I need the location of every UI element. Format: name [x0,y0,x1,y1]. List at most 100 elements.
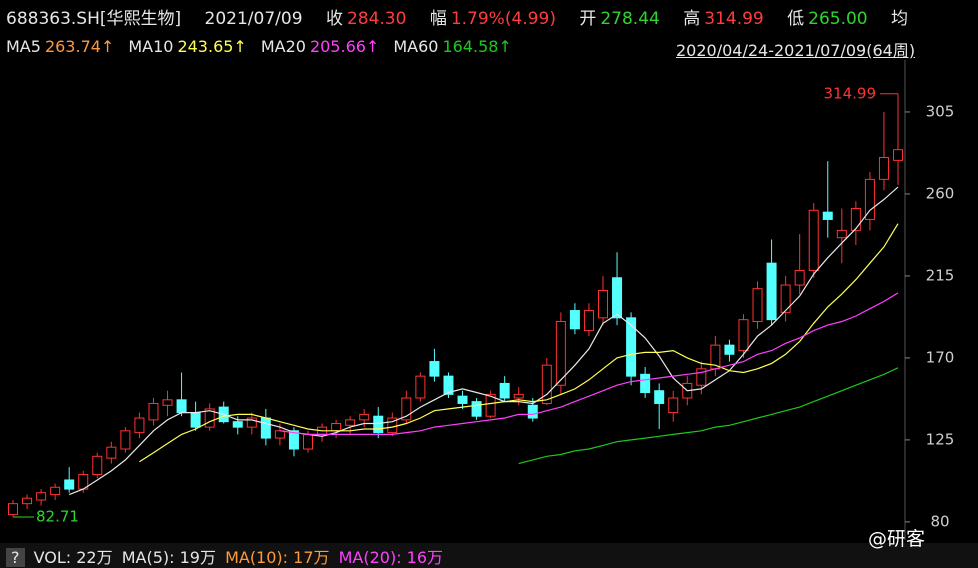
candle-body [429,361,440,377]
label: 幅 [429,9,447,29]
candle-body [569,310,580,330]
ma-value: 164.58↑ [442,37,512,56]
open: 278.44 [600,9,660,29]
candle-body [654,390,665,404]
label: 收 [325,9,343,29]
y-tick-label: 215 [926,266,955,284]
vol-ma: MA(5): 19万 [121,548,216,567]
watermark: @研客 [868,528,926,550]
volume-bar: ? VOL: 22万 MA(5): 19万 MA(10): 17万 MA(20)… [0,543,978,568]
close: 284.30 [346,9,407,29]
vol-ma: MA(10): 17万 [225,548,330,567]
ma-value: 243.65↑ [177,37,247,56]
candle-body [162,399,173,406]
candle-body [106,446,117,459]
candle-body [246,417,257,428]
candle-body [893,149,903,161]
candle-body [260,417,271,439]
candle-body [864,178,875,220]
date-range[interactable]: 2020/04/24-2021/07/09(64周) [676,41,916,60]
candle-body [527,404,538,419]
label: 开 [579,9,597,29]
candle-body [752,288,763,322]
candle-body [850,208,861,231]
code: 688363.SH[华熙生物] [6,9,182,29]
ma-line [68,186,899,496]
ma-name: MA10 [128,37,174,56]
candle-body [176,399,187,414]
candle-body [120,430,131,450]
candle-body [583,310,594,332]
y-tick-label: 80 [930,512,949,530]
label: 均 [891,9,909,29]
candle-body [822,211,833,220]
candle-body [359,413,370,421]
candle-body [64,479,75,490]
candle-body [878,157,889,180]
candle-body [8,503,18,516]
candle-body [92,455,103,476]
candle-body [612,277,623,319]
candle-body [766,262,777,321]
candle-body [373,415,384,434]
candle-body [204,408,215,428]
candle-body [541,364,552,404]
high: 314.99 [704,9,764,29]
candle-body [303,433,313,450]
candle-body [598,290,608,319]
candle-body [50,486,61,496]
candle-body [499,382,510,399]
candle-body [331,423,342,432]
candle-body [232,421,243,428]
candle-body [274,430,285,439]
ma-value: 263.74↑ [44,37,115,56]
candle-body [724,344,735,355]
vol: VOL: 22万 [33,548,113,567]
candle-body [513,393,524,399]
ma-line [139,223,899,463]
annotation: 82.71 [36,507,79,525]
y-tick-label: 260 [926,184,955,202]
ma-bar: MA5 263.74↑ MA10 243.65↑ MA20 205.66↑ MA60 164.… [6,37,526,56]
ma-name: MA5 [6,37,41,56]
ma-name: MA60 [393,37,439,56]
help[interactable]: ? [6,548,25,567]
candle-body [471,401,482,417]
candle-body [345,419,356,426]
low: 265.00 [808,9,868,29]
ma-line [518,367,899,465]
ma-name: MA20 [260,37,306,56]
y-tick-label: 305 [926,102,955,120]
vol-ma: MA(20): 16万 [338,548,444,567]
candle-body [738,319,749,352]
candle-body [190,412,201,428]
label: 低 [787,9,805,29]
candle-body [794,269,805,286]
date: 2021/07/09 [204,9,303,29]
label: 高 [683,9,701,29]
quote-header: 688363.SH[华熙生物] 2021/07/09 收 284.30 幅 1.79… [6,4,912,29]
candle-body [134,417,145,434]
candle-body [415,375,426,399]
y-tick-label: 125 [926,430,955,448]
candle-body [485,393,496,417]
candle-body [457,395,468,404]
candle-body [22,497,33,505]
candle-body [668,397,679,414]
change: 1.79%(4.99) [450,9,556,29]
candle-body [626,317,637,377]
candle-body [808,209,819,271]
y-tick-label: 170 [926,348,955,366]
ma-value: 205.66↑ [309,37,380,56]
candle-body [401,397,412,421]
candle-body [640,373,651,394]
chart: 80 125 170 215 260 305 314.99 82.71 [8,60,955,540]
candle-body [36,492,47,501]
candle-body [443,375,454,395]
candle-body [387,417,398,434]
candle-body [148,402,159,421]
candle-body [288,430,299,450]
candle-body [836,229,847,239]
annotation: 314.99 [824,84,877,102]
